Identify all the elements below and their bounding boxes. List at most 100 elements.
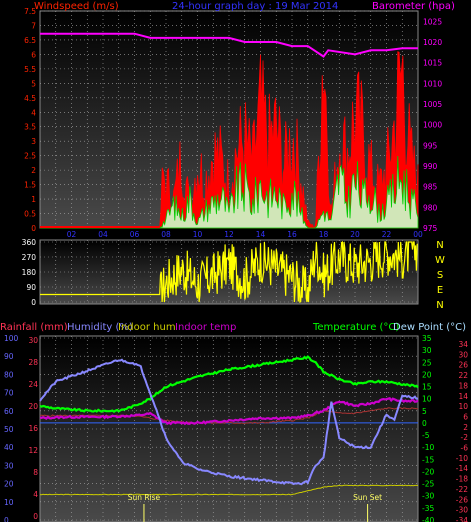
indoor-humidity-line (39, 484, 419, 496)
x-tick-label: 02 (67, 230, 77, 239)
humidity-tick-label: 70 (4, 389, 14, 398)
wind-tick-label: 4 (31, 108, 36, 117)
barometer-tick-label: 995 (423, 141, 438, 150)
temp-tick-label: 5 (422, 407, 427, 416)
dewpoint-tick-label: 10 (458, 402, 468, 411)
humidity-tick-label: 10 (4, 498, 14, 507)
wind-tick-label: 1 (31, 195, 36, 204)
windspeed-axis-title: Windspeed (m/s) (34, 1, 119, 12)
graph-title: 24-hour graph day : 19 Mar 2014 (172, 1, 338, 12)
wind-tick-label: 2.5 (24, 152, 36, 161)
direction-tick-label: 180 (22, 268, 37, 277)
rain-tick-label: 4 (33, 490, 38, 499)
direction-tick-label: 270 (22, 253, 37, 262)
temp-tick-label: -40 (422, 516, 434, 522)
temp-tick-label: 20 (422, 370, 432, 379)
humidity-tick-label: 90 (4, 352, 14, 361)
humidity-line (39, 358, 419, 486)
dewpoint-tick-label: -30 (456, 506, 468, 515)
humidity-tick-label: 80 (4, 370, 14, 379)
barometer-tick-label: 1015 (423, 59, 442, 68)
x-tick-label: 08 (161, 230, 171, 239)
dewpoint-tick-label: 2 (463, 423, 468, 432)
temp-tick-label: -35 (422, 504, 434, 513)
humidity-tick-label: 40 (4, 443, 14, 452)
barometer-tick-label: 975 (423, 224, 438, 233)
dewpoint-tick-label: -10 (456, 454, 468, 463)
dewpoint-tick-label: -6 (461, 444, 469, 453)
barometer-tick-label: 1010 (423, 79, 442, 88)
temp-tick-label: 25 (422, 358, 432, 367)
wind-tick-label: 2 (31, 166, 36, 175)
barometer-tick-label: 1020 (423, 38, 442, 47)
dewpoint-tick-label: 6 (463, 412, 468, 421)
x-tick-label: 22 (382, 230, 392, 239)
rain-tick-label: 30 (28, 336, 38, 345)
dewpoint-tick-label: -22 (456, 485, 468, 494)
humidity-tick-label: 100 (4, 334, 19, 343)
temp-tick-label: -30 (422, 492, 434, 501)
wind-tick-label: 7 (31, 21, 36, 30)
temp-tick-label: 15 (422, 383, 432, 392)
temp-tick-label: 30 (422, 346, 432, 355)
rain-tick-label: 0 (33, 512, 38, 521)
barometer-tick-label: 980 (423, 203, 438, 212)
direction-tick-label: 0 (31, 298, 36, 307)
humidity-tick-label: 30 (4, 461, 14, 470)
x-tick-label: 00 (413, 230, 423, 239)
compass-label: W (435, 255, 445, 266)
temp-tick-label: -5 (422, 431, 430, 440)
rain-tick-label: 8 (33, 468, 38, 477)
legend-dewpoint: Dew Point (°C) (393, 322, 466, 333)
wind-direction-line (40, 240, 418, 303)
barometer-line (40, 32, 418, 58)
rain-tick-label: 20 (28, 402, 38, 411)
legend-rainfall: Rainfall (mm) (0, 322, 68, 333)
dewpoint-tick-label: 30 (458, 350, 468, 359)
humidity-tick-label: 60 (4, 407, 14, 416)
barometer-tick-label: 990 (423, 162, 438, 171)
x-tick-label: 04 (98, 230, 108, 239)
compass-label: N (436, 240, 443, 251)
barometer-tick-label: 1000 (423, 121, 442, 130)
legend-indoor-temp: Indoor temp (175, 322, 236, 333)
wind-tick-label: 6.5 (24, 36, 36, 45)
dewpoint-tick-label: 34 (458, 340, 468, 349)
temp-tick-label: -10 (422, 443, 434, 452)
dewpoint-tick-label: 26 (458, 361, 468, 370)
rain-tick-label: 28 (28, 358, 38, 367)
x-tick-label: 06 (130, 230, 140, 239)
barometer-tick-label: 1005 (423, 100, 442, 109)
temp-tick-label: -20 (422, 467, 434, 476)
dewpoint-tick-label: -14 (456, 464, 468, 473)
wind-tick-label: 5 (31, 79, 36, 88)
temperature-line (39, 355, 419, 414)
temp-tick-label: 0 (422, 419, 427, 428)
compass-label: S (437, 270, 443, 281)
legend-temperature: Temperature (°C) (312, 322, 399, 333)
rain-tick-label: 24 (28, 380, 38, 389)
temp-tick-label: -15 (422, 455, 434, 464)
barometer-axis-title: Barometer (hpa) (372, 1, 455, 12)
wind-tick-label: 7.5 (24, 7, 36, 16)
dewpoint-tick-label: 18 (458, 381, 468, 390)
humidity-tick-label: 0 (4, 516, 9, 522)
direction-tick-label: 360 (22, 238, 37, 247)
dewpoint-tick-label: 22 (458, 371, 468, 380)
x-tick-label: 10 (193, 230, 203, 239)
compass-label: N (436, 300, 443, 311)
dewpoint-tick-label: -2 (461, 433, 469, 442)
wind-tick-label: 0 (31, 224, 36, 233)
x-tick-label: 20 (350, 230, 360, 239)
wind-tick-label: 1.5 (24, 181, 36, 190)
dewpoint-tick-label: 14 (458, 392, 468, 401)
sunset-label: Sun Set (353, 493, 382, 502)
wind-tick-label: 3.5 (24, 123, 36, 132)
legend-indoor-hum: Indoor hum (118, 322, 176, 333)
humidity-tick-label: 50 (4, 425, 14, 434)
indoor-temp-line (39, 397, 419, 426)
dewpoint-tick-label: -18 (456, 475, 468, 484)
temp-tick-label: -25 (422, 480, 434, 489)
